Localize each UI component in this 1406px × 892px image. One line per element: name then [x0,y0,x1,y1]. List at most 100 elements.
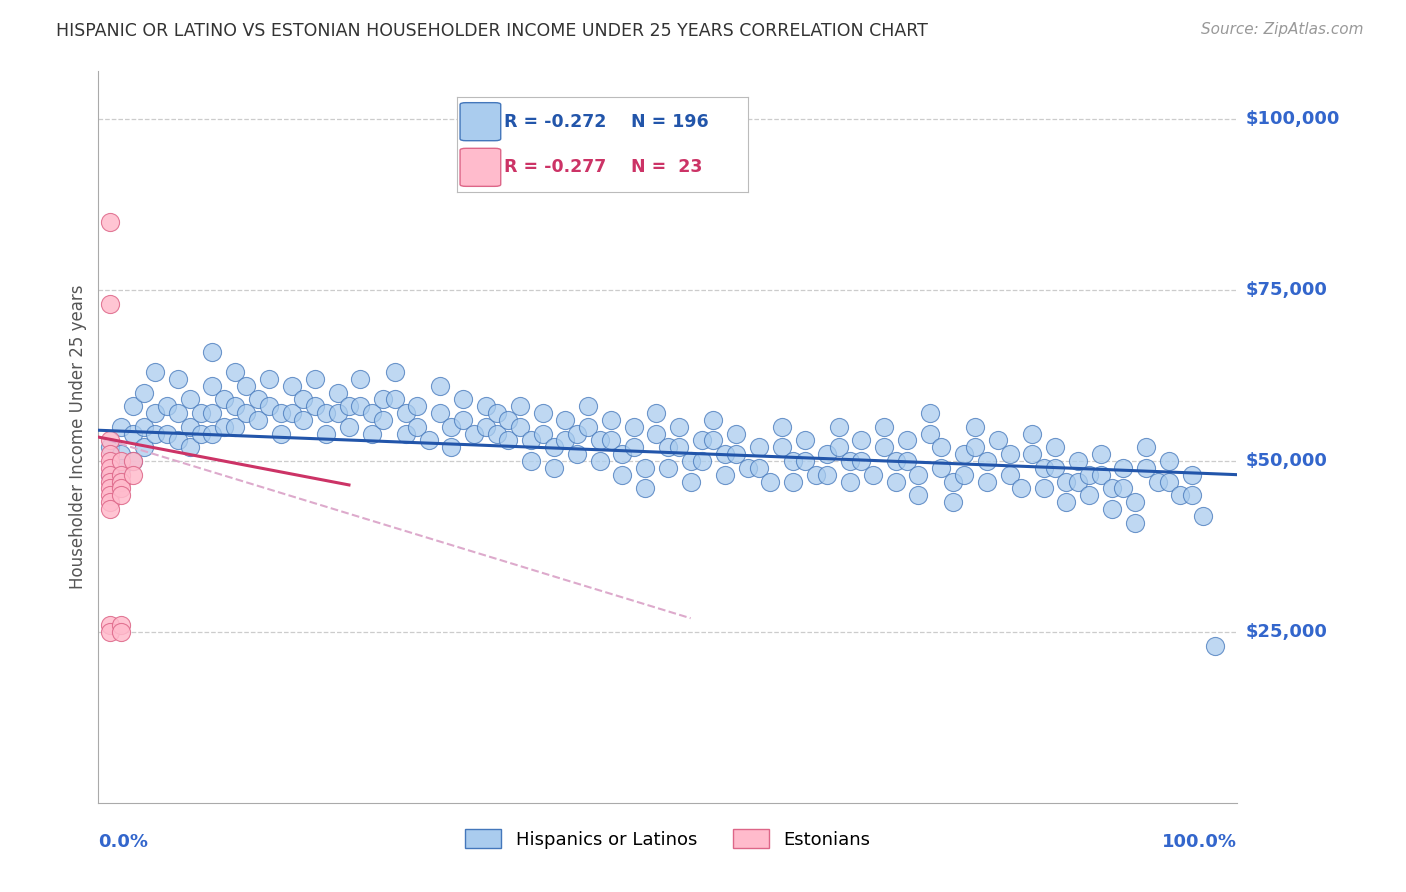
Point [657,460,679,475]
Point [1181,488,1204,502]
Point [531,406,554,420]
Point [429,379,451,393]
Point [1021,447,1043,461]
Point [520,434,543,448]
Point [1032,481,1054,495]
Point [714,467,737,482]
Text: HISPANIC OR LATINO VS ESTONIAN HOUSEHOLDER INCOME UNDER 25 YEARS CORRELATION CHA: HISPANIC OR LATINO VS ESTONIAN HOUSEHOLD… [56,22,928,40]
Point [998,467,1021,482]
Point [623,420,645,434]
Point [304,372,326,386]
Point [828,420,851,434]
Point [224,420,246,434]
Point [1054,495,1078,509]
Point [554,434,576,448]
Point [1135,460,1157,475]
Point [1192,508,1215,523]
Point [804,467,827,482]
Point [281,379,304,393]
Point [1170,488,1192,502]
Point [395,426,418,441]
Point [98,440,121,454]
Point [1090,447,1112,461]
Point [509,400,531,414]
Point [965,420,987,434]
Point [110,481,132,495]
Point [121,467,143,482]
Point [1112,481,1135,495]
Point [418,434,440,448]
Text: 100.0%: 100.0% [1163,833,1237,851]
Point [292,413,315,427]
Point [360,406,382,420]
Point [839,454,862,468]
Point [98,488,121,502]
Text: 0.0%: 0.0% [98,833,149,851]
Point [167,406,190,420]
Point [315,406,337,420]
Point [98,618,121,632]
Point [270,406,292,420]
Point [201,344,224,359]
Point [748,460,770,475]
Point [145,365,167,379]
Point [451,392,474,407]
Point [349,400,371,414]
Point [1067,475,1090,489]
Point [440,420,463,434]
Point [1157,475,1180,489]
Point [679,475,702,489]
Point [851,434,873,448]
Point [815,447,838,461]
Point [1112,460,1135,475]
Point [259,372,281,386]
Point [770,420,793,434]
Point [110,618,132,632]
Point [110,624,132,639]
Point [406,420,429,434]
Point [1043,460,1066,475]
Point [246,392,269,407]
Point [429,406,451,420]
Point [326,406,349,420]
Point [304,400,326,414]
Point [121,454,143,468]
Point [360,426,382,441]
Point [132,420,155,434]
Point [167,372,190,386]
Legend: Hispanics or Latinos, Estonians: Hispanics or Latinos, Estonians [458,822,877,856]
Point [645,406,668,420]
Point [212,420,235,434]
Point [98,501,121,516]
Point [942,495,965,509]
Point [190,426,212,441]
Point [770,440,793,454]
Point [1090,467,1112,482]
Point [179,392,201,407]
Text: $100,000: $100,000 [1246,111,1340,128]
Point [918,426,941,441]
Point [224,400,246,414]
Y-axis label: Householder Income Under 25 years: Householder Income Under 25 years [69,285,87,590]
Point [1078,467,1101,482]
Point [190,406,212,420]
Point [201,379,224,393]
Point [1123,495,1146,509]
Point [965,440,987,454]
Point [371,413,394,427]
Point [110,467,132,482]
Point [976,454,998,468]
Point [326,385,349,400]
Point [121,426,143,441]
Point [1146,475,1168,489]
Point [679,454,702,468]
Point [725,426,748,441]
Point [145,406,167,420]
Point [896,434,918,448]
Point [884,454,907,468]
Point [451,413,474,427]
Point [1032,460,1054,475]
Point [498,434,520,448]
Point [349,372,371,386]
Point [1123,516,1146,530]
